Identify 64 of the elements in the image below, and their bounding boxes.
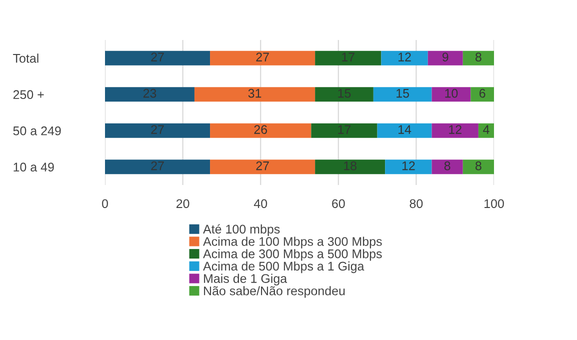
data-label: 4 — [483, 125, 490, 134]
bar — [210, 123, 312, 138]
bar — [432, 160, 463, 174]
x-tick-label: 0 — [102, 199, 108, 208]
bar — [373, 87, 432, 102]
bar — [428, 50, 463, 66]
data-label: 12 — [402, 161, 415, 170]
data-label: 8 — [476, 161, 482, 170]
x-tick-label: 40 — [254, 199, 268, 208]
legend-label: Acima de 100 Mbps a 300 Mbps — [203, 236, 382, 248]
bar — [315, 160, 386, 174]
bar — [381, 50, 428, 66]
data-label: 31 — [248, 88, 262, 98]
data-label: 27 — [256, 161, 269, 170]
data-label: 18 — [344, 161, 356, 170]
bar — [432, 123, 478, 138]
bar — [385, 160, 432, 174]
bar — [105, 87, 194, 102]
data-label: 26 — [254, 125, 268, 134]
x-tick-label: 80 — [410, 199, 423, 208]
bar — [210, 50, 316, 66]
legend-label: Mais de 1 Giga — [204, 274, 288, 286]
y-tick-label: 10 a 49 — [14, 162, 54, 172]
bar — [462, 160, 494, 174]
data-label: 8 — [476, 52, 482, 62]
data-label: 12 — [449, 125, 462, 134]
y-tick-label: 250 + — [13, 90, 44, 100]
legend-label: Acima de 500 Mbps a 1 Giga — [203, 261, 364, 274]
data-label: 17 — [338, 125, 351, 134]
bar — [478, 123, 494, 138]
data-label: 6 — [479, 88, 486, 98]
data-label: 10 — [445, 88, 458, 98]
bar — [311, 123, 378, 138]
bar — [105, 160, 210, 174]
legend-label: Acima de 300 Mbps a 500 Mbps — [203, 249, 382, 261]
bar — [462, 50, 494, 66]
data-label: 15 — [338, 89, 351, 98]
data-label: 14 — [398, 125, 412, 134]
y-tick-label: Total — [13, 54, 38, 63]
bar — [210, 160, 316, 174]
bar — [105, 50, 210, 66]
bar — [470, 87, 494, 102]
legend-label: Não sabe/Não respondeu — [204, 286, 345, 298]
bar — [194, 87, 316, 102]
data-label: 15 — [396, 89, 410, 98]
data-label: 27 — [256, 52, 269, 62]
bar — [377, 123, 432, 138]
data-label: 17 — [342, 52, 354, 62]
x-tick-label: 20 — [176, 199, 190, 208]
legend-label: Até 100 mbps — [203, 224, 280, 236]
data-label: 27 — [151, 125, 164, 134]
x-tick-label: 60 — [332, 199, 345, 208]
data-label: 12 — [398, 52, 411, 62]
data-label: 27 — [151, 52, 164, 62]
y-tick-label: 50 a 249 — [13, 126, 61, 136]
x-tick-label: 100 — [484, 199, 504, 208]
data-label: 8 — [444, 161, 450, 170]
data-label: 23 — [143, 88, 156, 98]
bar — [315, 87, 374, 102]
data-label: 9 — [442, 52, 448, 62]
bar — [315, 50, 382, 66]
data-label: 27 — [151, 161, 164, 170]
bar — [105, 123, 210, 138]
bar — [432, 87, 471, 102]
